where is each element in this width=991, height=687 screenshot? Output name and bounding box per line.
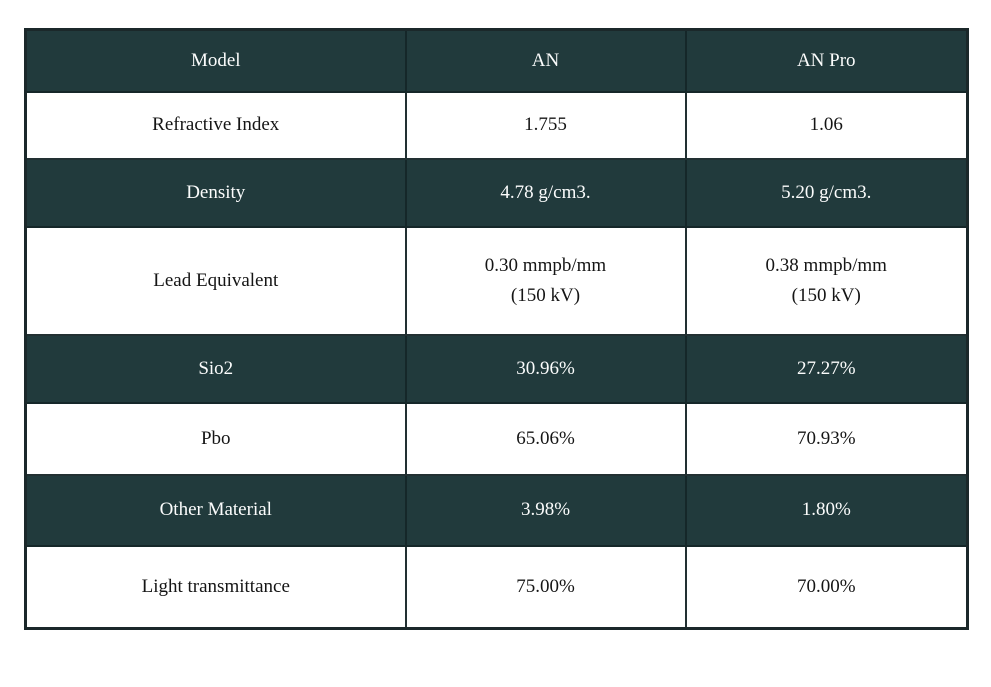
an-pro-value-cell: 0.38 mmpb/mm (150 kV) xyxy=(684,225,969,336)
an-value-cell: 30.96% xyxy=(404,333,687,404)
an-pro-value-cell: 27.27% xyxy=(684,333,969,404)
an-pro-value-cell: 1.06 xyxy=(684,90,969,160)
table-row-sio2: Sio2 30.96% 27.27% xyxy=(24,333,969,404)
table-row-lead-equivalent: Lead Equivalent 0.30 mmpb/mm (150 kV) 0.… xyxy=(24,225,969,336)
row-label-cell: Other Material xyxy=(24,473,407,547)
an-value-cell: 3.98% xyxy=(404,473,687,547)
an-value-cell: 1.755 xyxy=(404,90,687,160)
row-label-cell: Density xyxy=(24,157,407,228)
row-label-cell: Pbo xyxy=(24,401,407,476)
an-header-cell: AN xyxy=(404,28,687,93)
an-value-cell: 4.78 g/cm3. xyxy=(404,157,687,228)
row-label-cell: Sio2 xyxy=(24,333,407,404)
model-header-cell: Model xyxy=(24,28,407,93)
row-label-cell: Lead Equivalent xyxy=(24,225,407,336)
row-label-cell: Refractive Index xyxy=(24,90,407,160)
row-label-cell: Light transmittance xyxy=(24,544,407,630)
table-row-other-material: Other Material 3.98% 1.80% xyxy=(24,473,969,547)
an-pro-value-cell: 70.93% xyxy=(684,401,969,476)
spec-comparison-table: Model AN AN Pro Refractive Index 1.755 1… xyxy=(24,28,969,630)
table-row-light-transmittance: Light transmittance 75.00% 70.00% xyxy=(24,544,969,630)
table-header-row: Model AN AN Pro xyxy=(24,28,969,93)
an-pro-value-cell: 1.80% xyxy=(684,473,969,547)
an-value-cell: 0.30 mmpb/mm (150 kV) xyxy=(404,225,687,336)
an-value-cell: 65.06% xyxy=(404,401,687,476)
table-row-density: Density 4.78 g/cm3. 5.20 g/cm3. xyxy=(24,157,969,228)
table-row-pbo: Pbo 65.06% 70.93% xyxy=(24,401,969,476)
table-row-refractive-index: Refractive Index 1.755 1.06 xyxy=(24,90,969,160)
an-pro-header-cell: AN Pro xyxy=(684,28,969,93)
an-pro-value-cell: 70.00% xyxy=(684,544,969,630)
an-value-cell: 75.00% xyxy=(404,544,687,630)
an-pro-value-cell: 5.20 g/cm3. xyxy=(684,157,969,228)
